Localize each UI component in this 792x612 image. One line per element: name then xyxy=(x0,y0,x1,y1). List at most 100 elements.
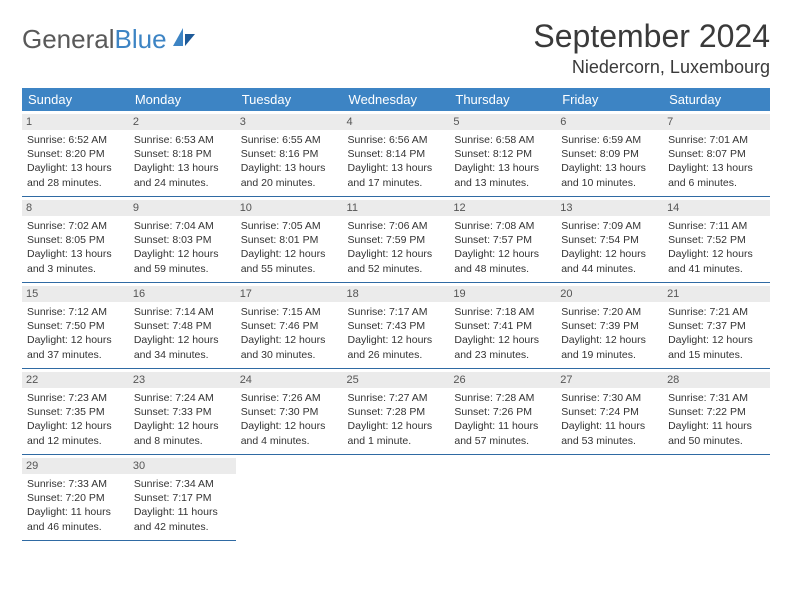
calendar-cell: 17Sunrise: 7:15 AMSunset: 7:46 PMDayligh… xyxy=(236,283,343,369)
day-info: Sunrise: 7:02 AMSunset: 8:05 PMDaylight:… xyxy=(27,219,124,276)
calendar-cell: 21Sunrise: 7:21 AMSunset: 7:37 PMDayligh… xyxy=(663,283,770,369)
day-number: 6 xyxy=(556,114,663,130)
calendar-cell xyxy=(556,455,663,541)
sunrise-line: Sunrise: 7:08 AM xyxy=(454,219,551,233)
sunrise-line: Sunrise: 7:14 AM xyxy=(134,305,231,319)
day-number: 18 xyxy=(343,286,450,302)
sunrise-line: Sunrise: 7:06 AM xyxy=(348,219,445,233)
sunset-line: Sunset: 8:09 PM xyxy=(561,147,658,161)
day-number: 24 xyxy=(236,372,343,388)
daylight-line: Daylight: 12 hours and 55 minutes. xyxy=(241,247,338,275)
day-info: Sunrise: 7:24 AMSunset: 7:33 PMDaylight:… xyxy=(134,391,231,448)
day-info: Sunrise: 7:31 AMSunset: 7:22 PMDaylight:… xyxy=(668,391,765,448)
day-number: 2 xyxy=(129,114,236,130)
day-number: 11 xyxy=(343,200,450,216)
calendar-cell: 5 Sunrise: 6:58 AMSunset: 8:12 PMDaylight… xyxy=(449,111,556,197)
calendar-cell: 29Sunrise: 7:33 AMSunset: 7:20 PMDayligh… xyxy=(22,455,129,541)
calendar-cell: 26Sunrise: 7:28 AMSunset: 7:26 PMDayligh… xyxy=(449,369,556,455)
daylight-line: Daylight: 12 hours and 15 minutes. xyxy=(668,333,765,361)
calendar-week-row: 8Sunrise: 7:02 AMSunset: 8:05 PMDaylight… xyxy=(22,197,770,283)
sunrise-line: Sunrise: 6:52 AM xyxy=(27,133,124,147)
daylight-line: Daylight: 12 hours and 44 minutes. xyxy=(561,247,658,275)
daylight-line: Daylight: 12 hours and 19 minutes. xyxy=(561,333,658,361)
day-number: 5 xyxy=(449,114,556,130)
sunset-line: Sunset: 8:18 PM xyxy=(134,147,231,161)
day-number: 27 xyxy=(556,372,663,388)
day-info: Sunrise: 7:14 AMSunset: 7:48 PMDaylight:… xyxy=(134,305,231,362)
daylight-line: Daylight: 12 hours and 34 minutes. xyxy=(134,333,231,361)
daylight-line: Daylight: 13 hours and 20 minutes. xyxy=(241,161,338,189)
daylight-line: Daylight: 11 hours and 53 minutes. xyxy=(561,419,658,447)
sunset-line: Sunset: 7:20 PM xyxy=(27,491,124,505)
day-info: Sunrise: 7:08 AMSunset: 7:57 PMDaylight:… xyxy=(454,219,551,276)
sunset-line: Sunset: 7:50 PM xyxy=(27,319,124,333)
sunset-line: Sunset: 7:46 PM xyxy=(241,319,338,333)
sunrise-line: Sunrise: 7:34 AM xyxy=(134,477,231,491)
weekday-header: Wednesday xyxy=(343,88,450,111)
calendar-cell: 23Sunrise: 7:24 AMSunset: 7:33 PMDayligh… xyxy=(129,369,236,455)
weekday-header: Saturday xyxy=(663,88,770,111)
calendar-cell: 3Sunrise: 6:55 AMSunset: 8:16 PMDaylight… xyxy=(236,111,343,197)
sunrise-line: Sunrise: 7:18 AM xyxy=(454,305,551,319)
day-info: Sunrise: 6:58 AMSunset: 8:12 PMDaylight:… xyxy=(454,133,551,190)
sunrise-line: Sunrise: 7:02 AM xyxy=(27,219,124,233)
day-number: 4 xyxy=(343,114,450,130)
calendar-cell: 30Sunrise: 7:34 AMSunset: 7:17 PMDayligh… xyxy=(129,455,236,541)
sunset-line: Sunset: 7:52 PM xyxy=(668,233,765,247)
day-info: Sunrise: 7:20 AMSunset: 7:39 PMDaylight:… xyxy=(561,305,658,362)
daylight-line: Daylight: 12 hours and 26 minutes. xyxy=(348,333,445,361)
day-info: Sunrise: 7:18 AMSunset: 7:41 PMDaylight:… xyxy=(454,305,551,362)
sunrise-line: Sunrise: 7:24 AM xyxy=(134,391,231,405)
day-info: Sunrise: 7:06 AMSunset: 7:59 PMDaylight:… xyxy=(348,219,445,276)
day-number: 28 xyxy=(663,372,770,388)
calendar-cell: 27Sunrise: 7:30 AMSunset: 7:24 PMDayligh… xyxy=(556,369,663,455)
calendar-cell xyxy=(343,455,450,541)
sunrise-line: Sunrise: 6:59 AM xyxy=(561,133,658,147)
sunset-line: Sunset: 8:01 PM xyxy=(241,233,338,247)
daylight-line: Daylight: 12 hours and 52 minutes. xyxy=(348,247,445,275)
calendar-cell: 19Sunrise: 7:18 AMSunset: 7:41 PMDayligh… xyxy=(449,283,556,369)
day-info: Sunrise: 7:21 AMSunset: 7:37 PMDaylight:… xyxy=(668,305,765,362)
daylight-line: Daylight: 12 hours and 12 minutes. xyxy=(27,419,124,447)
sunrise-line: Sunrise: 7:17 AM xyxy=(348,305,445,319)
sunrise-line: Sunrise: 7:28 AM xyxy=(454,391,551,405)
calendar-week-row: 15Sunrise: 7:12 AMSunset: 7:50 PMDayligh… xyxy=(22,283,770,369)
sunrise-line: Sunrise: 6:56 AM xyxy=(348,133,445,147)
calendar-cell xyxy=(663,455,770,541)
sunrise-line: Sunrise: 7:27 AM xyxy=(348,391,445,405)
day-info: Sunrise: 7:09 AMSunset: 7:54 PMDaylight:… xyxy=(561,219,658,276)
day-info: Sunrise: 6:59 AMSunset: 8:09 PMDaylight:… xyxy=(561,133,658,190)
day-number: 9 xyxy=(129,200,236,216)
day-info: Sunrise: 7:04 AMSunset: 8:03 PMDaylight:… xyxy=(134,219,231,276)
calendar-cell: 10Sunrise: 7:05 AMSunset: 8:01 PMDayligh… xyxy=(236,197,343,283)
sunset-line: Sunset: 7:43 PM xyxy=(348,319,445,333)
calendar-cell: 16Sunrise: 7:14 AMSunset: 7:48 PMDayligh… xyxy=(129,283,236,369)
daylight-line: Daylight: 12 hours and 1 minute. xyxy=(348,419,445,447)
daylight-line: Daylight: 12 hours and 59 minutes. xyxy=(134,247,231,275)
sunset-line: Sunset: 8:05 PM xyxy=(27,233,124,247)
daylight-line: Daylight: 12 hours and 30 minutes. xyxy=(241,333,338,361)
sunset-line: Sunset: 7:48 PM xyxy=(134,319,231,333)
sunset-line: Sunset: 7:39 PM xyxy=(561,319,658,333)
sunrise-line: Sunrise: 7:26 AM xyxy=(241,391,338,405)
sunrise-line: Sunrise: 7:15 AM xyxy=(241,305,338,319)
sunrise-line: Sunrise: 7:05 AM xyxy=(241,219,338,233)
sunset-line: Sunset: 7:33 PM xyxy=(134,405,231,419)
sunrise-line: Sunrise: 7:33 AM xyxy=(27,477,124,491)
calendar-cell: 25Sunrise: 7:27 AMSunset: 7:28 PMDayligh… xyxy=(343,369,450,455)
day-number: 22 xyxy=(22,372,129,388)
day-info: Sunrise: 6:55 AMSunset: 8:16 PMDaylight:… xyxy=(241,133,338,190)
sunset-line: Sunset: 7:26 PM xyxy=(454,405,551,419)
sunset-line: Sunset: 7:54 PM xyxy=(561,233,658,247)
daylight-line: Daylight: 12 hours and 41 minutes. xyxy=(668,247,765,275)
title-block: September 2024 Niedercorn, Luxembourg xyxy=(533,18,770,78)
daylight-line: Daylight: 12 hours and 23 minutes. xyxy=(454,333,551,361)
calendar-cell xyxy=(236,455,343,541)
day-info: Sunrise: 7:27 AMSunset: 7:28 PMDaylight:… xyxy=(348,391,445,448)
day-number: 14 xyxy=(663,200,770,216)
daylight-line: Daylight: 13 hours and 24 minutes. xyxy=(134,161,231,189)
sail-icon xyxy=(171,24,197,55)
sunset-line: Sunset: 7:22 PM xyxy=(668,405,765,419)
day-info: Sunrise: 7:11 AMSunset: 7:52 PMDaylight:… xyxy=(668,219,765,276)
sunrise-line: Sunrise: 6:58 AM xyxy=(454,133,551,147)
